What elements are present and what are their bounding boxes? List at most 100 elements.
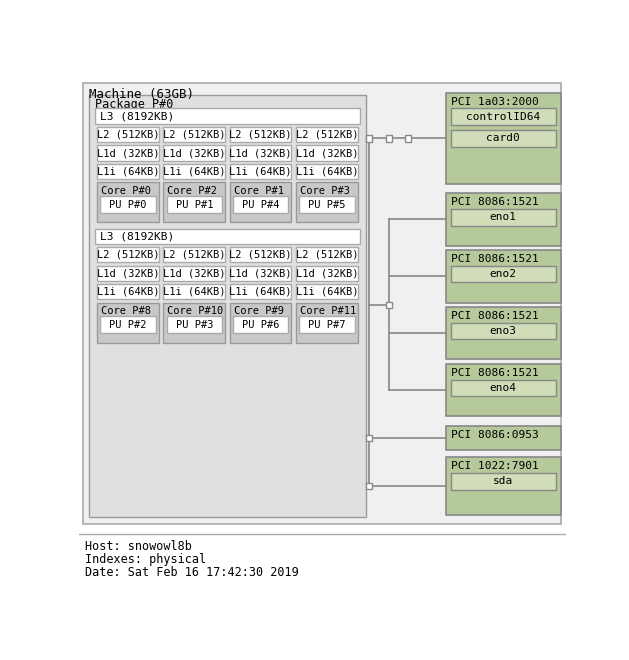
FancyBboxPatch shape bbox=[450, 130, 556, 147]
Text: L1d (32KB): L1d (32KB) bbox=[230, 148, 292, 158]
Text: PCI 8086:1521: PCI 8086:1521 bbox=[450, 254, 538, 264]
Text: L2 (512KB): L2 (512KB) bbox=[97, 129, 159, 140]
FancyBboxPatch shape bbox=[296, 247, 358, 263]
Text: L2 (512KB): L2 (512KB) bbox=[230, 249, 292, 260]
FancyBboxPatch shape bbox=[230, 284, 291, 300]
Text: controlID64: controlID64 bbox=[466, 112, 540, 122]
FancyBboxPatch shape bbox=[450, 265, 556, 282]
FancyBboxPatch shape bbox=[296, 265, 358, 281]
Text: sda: sda bbox=[493, 476, 513, 486]
FancyBboxPatch shape bbox=[296, 302, 358, 343]
FancyBboxPatch shape bbox=[296, 145, 358, 161]
Text: Host: snowowl8b: Host: snowowl8b bbox=[85, 540, 192, 552]
Text: L1d (32KB): L1d (32KB) bbox=[296, 148, 358, 158]
Text: L1d (32KB): L1d (32KB) bbox=[97, 148, 159, 158]
FancyBboxPatch shape bbox=[450, 108, 556, 125]
Text: Core P#2: Core P#2 bbox=[167, 186, 218, 196]
Text: eno4: eno4 bbox=[490, 383, 517, 393]
FancyBboxPatch shape bbox=[299, 316, 355, 333]
Text: L1i (64KB): L1i (64KB) bbox=[296, 286, 358, 297]
Text: L3 (8192KB): L3 (8192KB) bbox=[100, 231, 175, 242]
FancyBboxPatch shape bbox=[97, 145, 159, 161]
Text: L1d (32KB): L1d (32KB) bbox=[230, 268, 292, 279]
Text: PU P#1: PU P#1 bbox=[175, 200, 213, 210]
FancyBboxPatch shape bbox=[230, 302, 291, 343]
Text: L1d (32KB): L1d (32KB) bbox=[296, 268, 358, 279]
FancyBboxPatch shape bbox=[164, 127, 225, 143]
Text: Package P#0: Package P#0 bbox=[95, 98, 173, 112]
FancyBboxPatch shape bbox=[164, 247, 225, 263]
FancyBboxPatch shape bbox=[450, 323, 556, 339]
FancyBboxPatch shape bbox=[167, 196, 222, 213]
Text: PCI 8086:1521: PCI 8086:1521 bbox=[450, 368, 538, 378]
FancyBboxPatch shape bbox=[97, 247, 159, 263]
Text: PCI 8086:1521: PCI 8086:1521 bbox=[450, 197, 538, 207]
Text: L1i (64KB): L1i (64KB) bbox=[230, 166, 292, 177]
FancyBboxPatch shape bbox=[230, 127, 291, 143]
Text: L1i (64KB): L1i (64KB) bbox=[296, 166, 358, 177]
FancyBboxPatch shape bbox=[386, 302, 392, 308]
Text: PU P#0: PU P#0 bbox=[109, 200, 147, 210]
FancyBboxPatch shape bbox=[450, 473, 556, 490]
Text: L2 (512KB): L2 (512KB) bbox=[296, 129, 358, 140]
FancyBboxPatch shape bbox=[82, 83, 562, 524]
Text: Core P#3: Core P#3 bbox=[300, 186, 350, 196]
FancyBboxPatch shape bbox=[446, 193, 560, 246]
FancyBboxPatch shape bbox=[164, 302, 225, 343]
Text: L1d (32KB): L1d (32KB) bbox=[97, 268, 159, 279]
FancyBboxPatch shape bbox=[97, 164, 159, 180]
Text: PU P#5: PU P#5 bbox=[308, 200, 345, 210]
Text: eno3: eno3 bbox=[490, 326, 517, 336]
FancyBboxPatch shape bbox=[366, 483, 372, 489]
Text: L1i (64KB): L1i (64KB) bbox=[163, 286, 226, 297]
FancyBboxPatch shape bbox=[405, 135, 411, 142]
FancyBboxPatch shape bbox=[164, 265, 225, 281]
Text: Core P#0: Core P#0 bbox=[101, 186, 151, 196]
Text: L1i (64KB): L1i (64KB) bbox=[97, 166, 159, 177]
Text: Core P#8: Core P#8 bbox=[101, 306, 151, 316]
Text: Core P#11: Core P#11 bbox=[300, 306, 356, 316]
Text: card0: card0 bbox=[486, 133, 520, 143]
FancyBboxPatch shape bbox=[296, 182, 358, 222]
Text: PCI 8086:0953: PCI 8086:0953 bbox=[450, 430, 538, 440]
Text: PU P#6: PU P#6 bbox=[242, 320, 279, 330]
FancyBboxPatch shape bbox=[95, 228, 360, 244]
Text: Core P#9: Core P#9 bbox=[233, 306, 284, 316]
FancyBboxPatch shape bbox=[450, 379, 556, 397]
FancyBboxPatch shape bbox=[164, 145, 225, 161]
FancyBboxPatch shape bbox=[100, 316, 156, 333]
Text: PU P#2: PU P#2 bbox=[109, 320, 147, 330]
Text: eno1: eno1 bbox=[490, 212, 517, 222]
FancyBboxPatch shape bbox=[450, 209, 556, 226]
Text: eno2: eno2 bbox=[490, 269, 517, 279]
FancyBboxPatch shape bbox=[299, 196, 355, 213]
Text: Core P#10: Core P#10 bbox=[167, 306, 224, 316]
FancyBboxPatch shape bbox=[230, 182, 291, 222]
FancyBboxPatch shape bbox=[446, 364, 560, 416]
FancyBboxPatch shape bbox=[296, 284, 358, 300]
Text: Machine (63GB): Machine (63GB) bbox=[89, 88, 194, 101]
Text: Indexes: physical: Indexes: physical bbox=[85, 553, 206, 566]
FancyBboxPatch shape bbox=[230, 247, 291, 263]
FancyBboxPatch shape bbox=[296, 127, 358, 143]
FancyBboxPatch shape bbox=[97, 182, 159, 222]
FancyBboxPatch shape bbox=[386, 135, 392, 142]
Text: PU P#7: PU P#7 bbox=[308, 320, 345, 330]
FancyBboxPatch shape bbox=[446, 426, 560, 449]
Text: L1i (64KB): L1i (64KB) bbox=[230, 286, 292, 297]
FancyBboxPatch shape bbox=[95, 108, 360, 124]
FancyBboxPatch shape bbox=[164, 182, 225, 222]
Text: L1d (32KB): L1d (32KB) bbox=[163, 268, 226, 279]
Text: L2 (512KB): L2 (512KB) bbox=[296, 249, 358, 260]
Text: L3 (8192KB): L3 (8192KB) bbox=[100, 111, 175, 121]
Text: L1i (64KB): L1i (64KB) bbox=[97, 286, 159, 297]
Text: PCI 1a03:2000: PCI 1a03:2000 bbox=[450, 97, 538, 107]
FancyBboxPatch shape bbox=[164, 284, 225, 300]
Text: L2 (512KB): L2 (512KB) bbox=[163, 249, 226, 260]
FancyBboxPatch shape bbox=[230, 145, 291, 161]
Text: L2 (512KB): L2 (512KB) bbox=[230, 129, 292, 140]
Text: L2 (512KB): L2 (512KB) bbox=[97, 249, 159, 260]
FancyBboxPatch shape bbox=[366, 435, 372, 441]
FancyBboxPatch shape bbox=[164, 164, 225, 180]
Text: PU P#3: PU P#3 bbox=[175, 320, 213, 330]
